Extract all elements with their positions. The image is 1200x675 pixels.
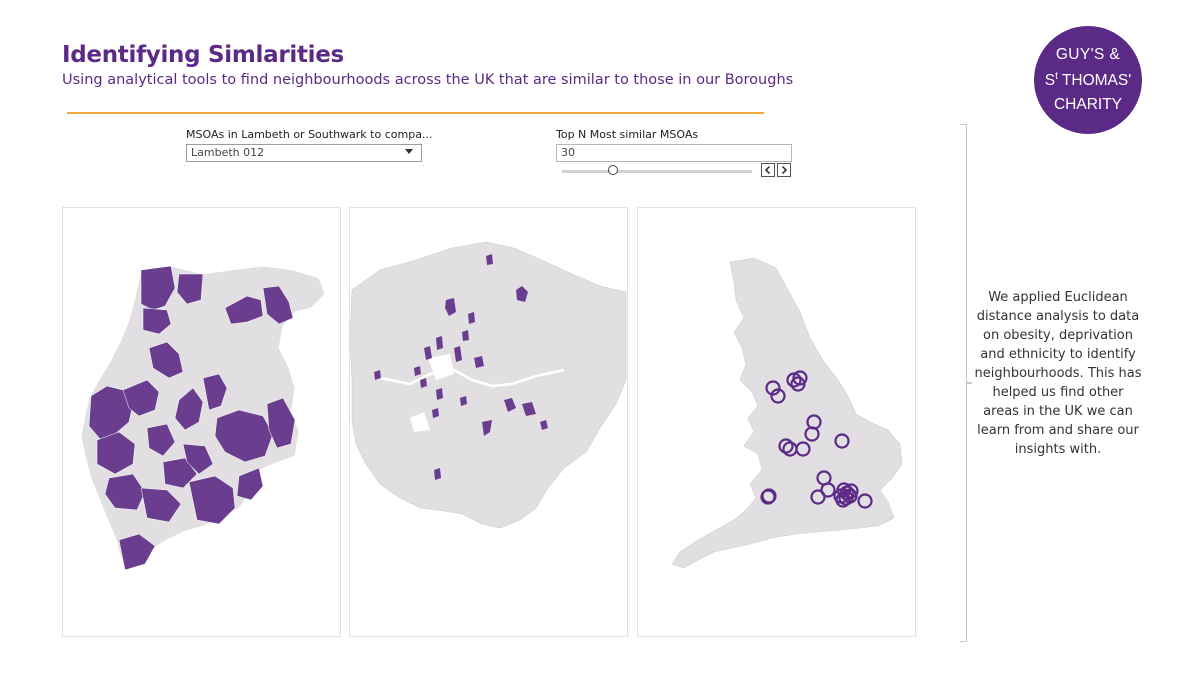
chevron-down-icon: [405, 149, 413, 154]
borough-map-panel: [62, 207, 341, 637]
chevron-left-icon: [764, 165, 771, 175]
text-bracket-tick: [966, 382, 972, 384]
page-title: Identifying Simlarities: [62, 42, 344, 68]
msoa-dropdown[interactable]: Lambeth 012: [186, 144, 422, 162]
topn-input[interactable]: 30: [556, 144, 792, 162]
england-map-panel: [637, 207, 916, 637]
msoa-dropdown-value: Lambeth 012: [191, 146, 265, 159]
london-map-panel: [349, 207, 628, 637]
england-similar-msoa-map: [671, 257, 903, 569]
analysis-description: We applied Euclidean distance analysis t…: [974, 290, 1142, 457]
topn-slider-thumb[interactable]: [608, 165, 619, 175]
topn-slider-track[interactable]: [562, 170, 752, 173]
page-subtitle: Using analytical tools to find neighbour…: [62, 72, 794, 88]
decrement-button[interactable]: [761, 163, 775, 177]
lambeth-southwark-map: [80, 265, 326, 571]
msoa-filter-label: MSOAs in Lambeth or Southwark to compa..…: [186, 128, 433, 141]
title-divider: [67, 112, 764, 114]
similar-msoa-markers: [760, 370, 873, 509]
topn-input-value: 30: [561, 146, 575, 159]
london-msoa-map: [350, 241, 627, 529]
chevron-right-icon: [781, 165, 788, 175]
increment-button[interactable]: [777, 163, 791, 177]
topn-filter-label: Top N Most similar MSOAs: [556, 128, 699, 141]
charity-logo: GUY'S & St THOMAS' CHARITY: [1034, 26, 1142, 134]
